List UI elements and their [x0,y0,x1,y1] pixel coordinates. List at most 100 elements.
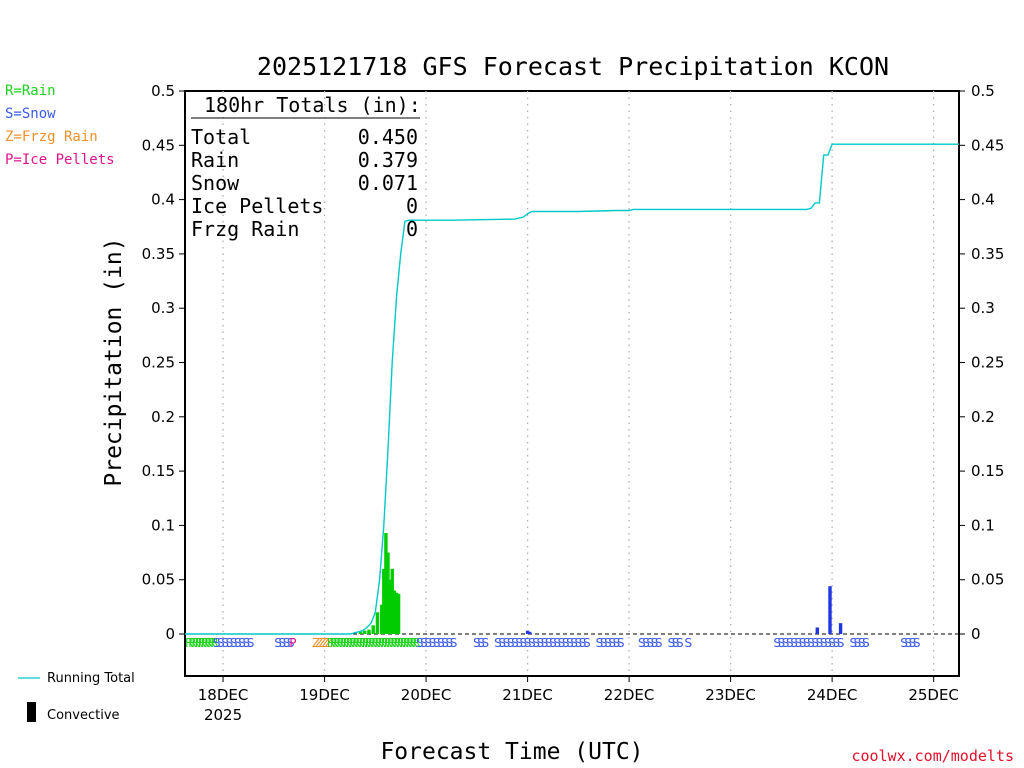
precip-bar [828,586,832,634]
ptype-letter: S [604,636,612,650]
precip-bar [375,612,380,634]
ptype-letter: R [390,636,398,650]
x-tick-label: 18DEC [198,686,249,704]
y-tick-label-left: 0.45 [142,136,175,154]
ptype-letter: S [617,636,625,650]
y-tick-label-right: 0.35 [971,245,1004,263]
y-tick-label-right: 0.15 [971,462,1004,480]
ptype-letter: S [837,636,845,650]
ptype-letter: S [520,636,528,650]
y-tick-label-right: 0.5 [971,82,995,100]
ptype-letter: P [289,636,296,650]
bottom-legend: Running Total Convective [18,671,135,723]
ptype-letter: S [820,636,828,650]
ptype-letter: S [494,636,502,650]
y-tick-label-right: 0.05 [971,571,1004,589]
ptype-letter: R [397,636,405,650]
ptype-letter: S [676,636,684,650]
ptype-letter: R [204,636,212,650]
ptype-letter: S [833,636,841,650]
ptype-letter: S [511,636,519,650]
convective-swatch [27,702,36,722]
ptype-letter: S [221,636,229,650]
precip-bar [528,631,532,634]
precip-bar [525,630,530,634]
ptype-letter: R [393,636,401,650]
x-tick-label: 21DEC [502,686,553,704]
ptype-letter: S [803,636,811,650]
ptype-letter: S [824,636,832,650]
ptype-letter: S [854,636,862,650]
ptype-letter: R [368,636,376,650]
ptype-letter: S [536,636,544,650]
ptype-letter: Z [325,636,333,650]
ptype-letter: S [773,636,781,650]
ptype-letter: R [384,636,392,650]
ptype-letter: S [668,636,676,650]
totals-label: Frzg Rain [191,217,299,241]
ptype-letter: R [362,636,370,650]
ptype-letter: S [243,636,251,650]
ptype-letter: S [416,636,424,650]
ptype-letter: S [858,636,866,650]
ptype-letter: Z [322,636,330,650]
ptype-letter: S [862,636,870,650]
y-tick-label-right: 0 [971,625,981,643]
ptype-letter: R [387,636,395,650]
ptype-letter: S [226,636,234,650]
ptype-letter: S [507,636,515,650]
x-tick-year-label: 2025 [204,706,242,724]
ptype-letter: S [904,636,912,650]
ptype-letter: S [473,636,481,650]
y-tick-label-left: 0.5 [151,82,175,100]
ptype-letter: S [909,636,917,650]
ptype-letter: S [424,636,432,650]
precip-bar [367,629,371,634]
y-tick-label-left: 0 [165,625,175,643]
totals-label: Snow [191,171,240,195]
ptype-letter: R [378,636,386,650]
y-tick-label-left: 0.3 [151,299,175,317]
ptype-letter: S [429,636,437,650]
ptype-letter: S [217,636,225,650]
ptype-legend-entry: S=Snow [5,106,56,122]
ptype-letter: S [579,636,587,650]
ptype-legend-entry: R=Rain [5,83,56,99]
ptype-letter: S [230,636,238,650]
x-tick-label: 20DEC [401,686,452,704]
running-total-series [185,143,959,635]
ptype-letter: R [412,636,420,650]
ptype-letter: R [336,636,344,650]
ptype-letter: S [532,636,540,650]
y-tick-label-left: 0.25 [142,354,175,372]
totals-label: Ice Pellets [191,194,323,218]
precip-bar [358,631,363,634]
y-tick-label-right: 0.2 [971,408,995,426]
ptype-letter: S [570,636,578,650]
totals-value: 0 [406,217,418,241]
ptype-letter: R [365,636,373,650]
gridlines [185,91,959,676]
y-axis-title: Precipitation (in) [101,237,127,486]
precip-bar [396,593,401,634]
ptype-letter: S [528,636,536,650]
totals-value: 0 [406,194,418,218]
ptype-letter: S [213,636,221,650]
ptype-letter: S [849,636,857,650]
ptype-letter: S [562,636,570,650]
ptype-letter: S [811,636,819,650]
ptype-letter: R [406,636,414,650]
precip-bar [384,533,388,634]
ptype-letter: S [477,636,485,650]
totals-value: 0.379 [358,148,418,172]
ptype-letter: R [210,636,218,650]
plot-area [184,90,960,677]
ptype-letter: S [446,636,454,650]
totals-value: 0.071 [358,171,418,195]
ptype-letter: R [333,636,341,650]
ptype-letter: S [778,636,786,650]
ptype-letter: R [188,636,196,650]
ptype-letter: S [420,636,428,650]
y-tick-label-left: 0.1 [151,516,175,534]
